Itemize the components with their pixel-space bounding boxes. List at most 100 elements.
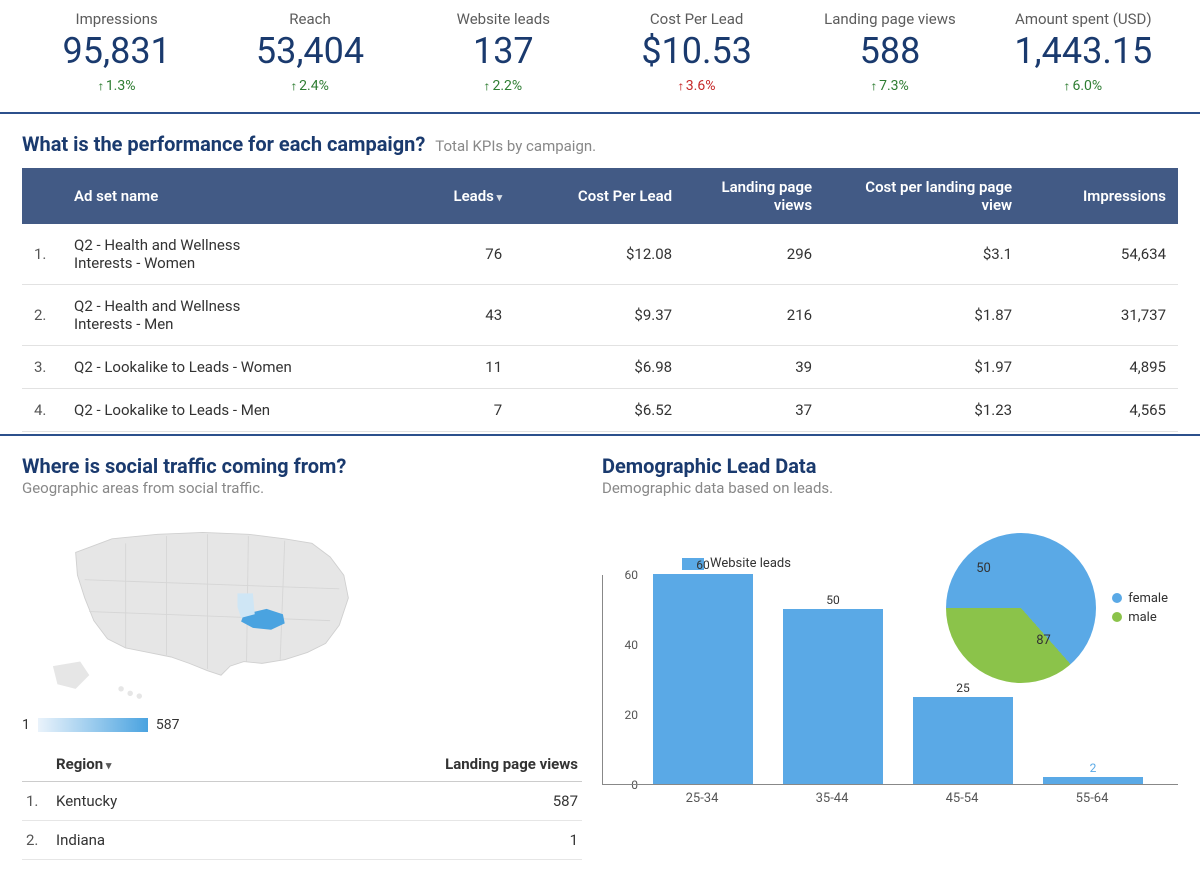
xtick: 45-54 (912, 791, 1012, 806)
cell-cpl: $6.98 (514, 345, 684, 388)
bar-value: 50 (783, 593, 883, 607)
cell-cplpv: $1.23 (824, 388, 1024, 431)
kpi-label: Reach (213, 10, 406, 28)
region-table: Region Landing page views 1.Kentucky5872… (22, 747, 582, 860)
kpi-label: Landing page views (793, 10, 986, 28)
cell-lpv: 1 (227, 820, 582, 859)
kpi-label: Cost Per Lead (600, 10, 793, 28)
cell-idx: 1. (22, 781, 52, 820)
bar-value: 60 (653, 558, 753, 572)
cell-adset: Q2 - Health and Wellness Interests - Men (62, 284, 410, 345)
xtick: 25-34 (652, 791, 752, 806)
cell-impr: 31,737 (1024, 284, 1178, 345)
bar-column[interactable]: 50 (783, 609, 883, 784)
cell-lpv: 587 (227, 781, 582, 820)
kpi-change: 7.3% (793, 78, 986, 94)
bottom-row: Where is social traffic coming from? Geo… (0, 436, 1200, 880)
kpi-change: 2.2% (407, 78, 600, 94)
kpi-value: 137 (407, 32, 600, 72)
kpi-change: 2.4% (213, 78, 406, 94)
kpi-amount-spent: Amount spent (USD) 1,443.15 6.0% (987, 10, 1180, 94)
kpi-change: 6.0% (987, 78, 1180, 94)
kpi-change: 3.6% (600, 78, 793, 94)
campaign-section: What is the performance for each campaig… (0, 114, 1200, 432)
col-region[interactable]: Region (52, 747, 227, 782)
bar: 25 (913, 697, 1013, 785)
kpi-row: Impressions 95,831 1.3% Reach 53,404 2.4… (0, 0, 1200, 114)
bar-column[interactable]: 60 (653, 574, 753, 784)
bar-chart[interactable]: 6050252 (602, 575, 1178, 785)
kpi-change: 1.3% (20, 78, 213, 94)
kpi-label: Impressions (20, 10, 213, 28)
cell-lpv: 216 (684, 284, 824, 345)
cell-cplpv: $3.1 (824, 224, 1024, 285)
cell-impr: 54,634 (1024, 224, 1178, 285)
bar-column[interactable]: 2 (1043, 777, 1143, 784)
kpi-value: 53,404 (213, 32, 406, 72)
cell-impr: 4,565 (1024, 388, 1178, 431)
cell-idx: 2. (22, 820, 52, 859)
bar: 50 (783, 609, 883, 784)
cell-cpl: $6.52 (514, 388, 684, 431)
kpi-value: $10.53 (600, 32, 793, 72)
cell-adset: Q2 - Lookalike to Leads - Women (62, 345, 410, 388)
table-row[interactable]: 3.Q2 - Lookalike to Leads - Women11$6.98… (22, 345, 1178, 388)
col-leads[interactable]: Leads (410, 168, 515, 224)
kpi-cost-per-lead: Cost Per Lead $10.53 3.6% (600, 10, 793, 94)
cell-lpv: 39 (684, 345, 824, 388)
table-row[interactable]: 2.Indiana1 (22, 820, 582, 859)
kpi-value: 588 (793, 32, 986, 72)
bar: 2 (1043, 777, 1143, 784)
kpi-reach: Reach 53,404 2.4% (213, 10, 406, 94)
col-cpl[interactable]: Cost Per Lead (514, 168, 684, 224)
kpi-value: 1,443.15 (987, 32, 1180, 72)
kpi-value: 95,831 (20, 32, 213, 72)
legend-min: 1 (22, 717, 30, 733)
campaign-subtitle: Total KPIs by campaign. (435, 137, 596, 155)
campaign-table: Ad set name Leads Cost Per Lead Landing … (22, 168, 1178, 432)
demo-title: Demographic Lead Data (602, 454, 816, 478)
campaign-title: What is the performance for each campaig… (22, 132, 425, 156)
cell-region: Indiana (52, 820, 227, 859)
geo-section: Where is social traffic coming from? Geo… (22, 454, 582, 860)
xtick: 35-44 (782, 791, 882, 806)
kpi-website-leads: Website leads 137 2.2% (407, 10, 600, 94)
cell-region: Kentucky (52, 781, 227, 820)
cell-idx: 2. (22, 284, 62, 345)
bar-xaxis: 25-3435-4445-5455-64 (602, 791, 1178, 806)
geo-subtitle: Geographic areas from social traffic. (22, 479, 264, 497)
col-cplpv[interactable]: Cost per landing pageview (824, 168, 1024, 224)
col-idx (22, 747, 52, 782)
table-row[interactable]: 1.Q2 - Health and Wellness Interests - W… (22, 224, 1178, 285)
table-row[interactable]: 4.Q2 - Lookalike to Leads - Men7$6.5237$… (22, 388, 1178, 431)
us-map[interactable] (22, 507, 402, 707)
col-lpv[interactable]: Landing page views (684, 168, 824, 224)
bar-value: 2 (1043, 761, 1143, 775)
cell-cplpv: $1.97 (824, 345, 1024, 388)
kpi-label: Amount spent (USD) (987, 10, 1180, 28)
legend-max: 587 (156, 717, 180, 733)
bar-column[interactable]: 25 (913, 697, 1013, 785)
cell-idx: 3. (22, 345, 62, 388)
cell-leads: 76 (410, 224, 515, 285)
cell-leads: 7 (410, 388, 515, 431)
pie-value-male: 50 (976, 560, 991, 575)
demo-subtitle: Demographic data based on leads. (602, 479, 833, 497)
cell-cpl: $9.37 (514, 284, 684, 345)
map-hawaii (118, 686, 123, 691)
table-row[interactable]: 1.Kentucky587 (22, 781, 582, 820)
cell-lpv: 296 (684, 224, 824, 285)
demo-section: Demographic Lead Data Demographic data b… (602, 454, 1178, 860)
kpi-label: Website leads (407, 10, 600, 28)
bar-value: 25 (913, 681, 1013, 695)
map-state-indiana[interactable] (237, 593, 254, 618)
col-lpv[interactable]: Landing page views (227, 747, 582, 782)
cell-adset: Q2 - Lookalike to Leads - Men (62, 388, 410, 431)
cell-lpv: 37 (684, 388, 824, 431)
col-index[interactable] (22, 168, 62, 224)
col-adset[interactable]: Ad set name (62, 168, 410, 224)
map-alaska (53, 661, 89, 688)
col-impr[interactable]: Impressions (1024, 168, 1178, 224)
table-row[interactable]: 2.Q2 - Health and Wellness Interests - M… (22, 284, 1178, 345)
cell-leads: 11 (410, 345, 515, 388)
